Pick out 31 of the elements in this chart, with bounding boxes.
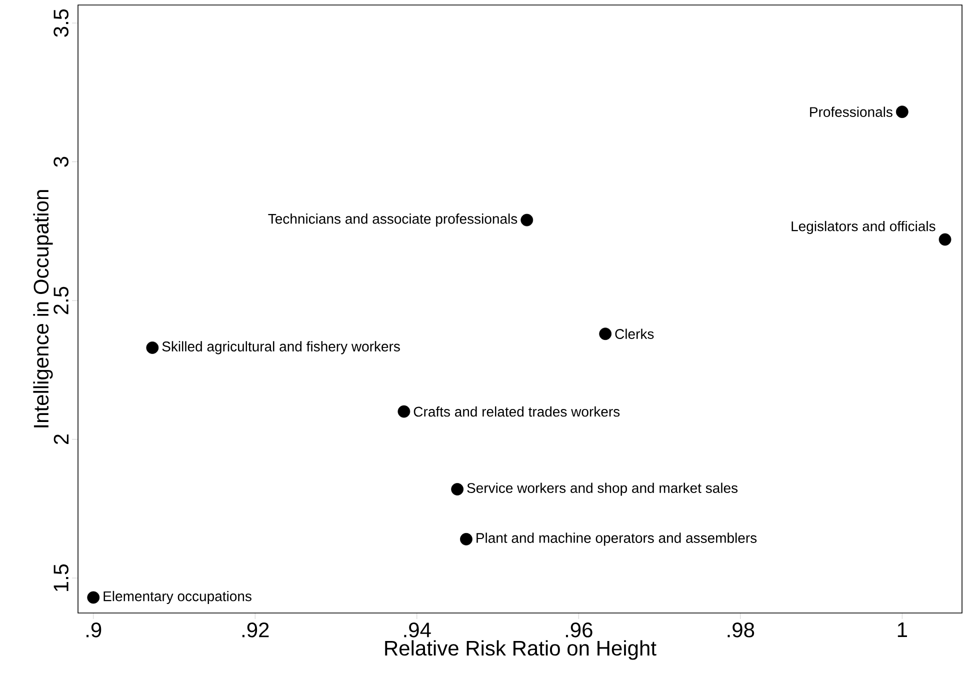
point (599, 328, 612, 340)
x-tick-label: .9 (86, 622, 102, 638)
annotation: Skilled agricultural and fishery workers (162, 341, 400, 354)
y-tick-label: 3 (54, 156, 68, 167)
y-tick-label: 3.5 (54, 9, 68, 37)
y-tick-label: 2 (54, 434, 68, 444)
point (146, 342, 159, 354)
x-tick-label: .94 (404, 622, 431, 638)
x-tick-label: .96 (566, 622, 592, 638)
annotation: Service workers and shop and market sales (467, 482, 738, 496)
annotation: Legislators and officials (792, 220, 936, 234)
x-tick-label: .92 (242, 622, 269, 638)
x-tick-label: .98 (728, 622, 754, 638)
x-axis-title: Relative Risk Ratio on Height (385, 640, 656, 660)
annotation: Technicians and associate professionals (268, 214, 518, 227)
point (938, 233, 952, 246)
point (896, 106, 908, 118)
y-tick-label: 2.5 (54, 286, 68, 314)
annotation: Clerks (615, 328, 654, 339)
point (398, 405, 410, 418)
point (87, 591, 100, 604)
point (520, 214, 534, 226)
point (451, 483, 464, 496)
annotation: Elementary occupations (104, 590, 252, 604)
annotation: Crafts and related trades workers (414, 406, 620, 417)
y-axis-title: Intelligence in Occupation (33, 190, 53, 428)
x-tick-label: 1 (898, 622, 907, 637)
annotation: Professionals (810, 106, 892, 117)
point (460, 532, 472, 546)
y-tick-label: 1.5 (54, 564, 68, 592)
annotation: Plant and machine operators and assemblers (476, 532, 757, 546)
